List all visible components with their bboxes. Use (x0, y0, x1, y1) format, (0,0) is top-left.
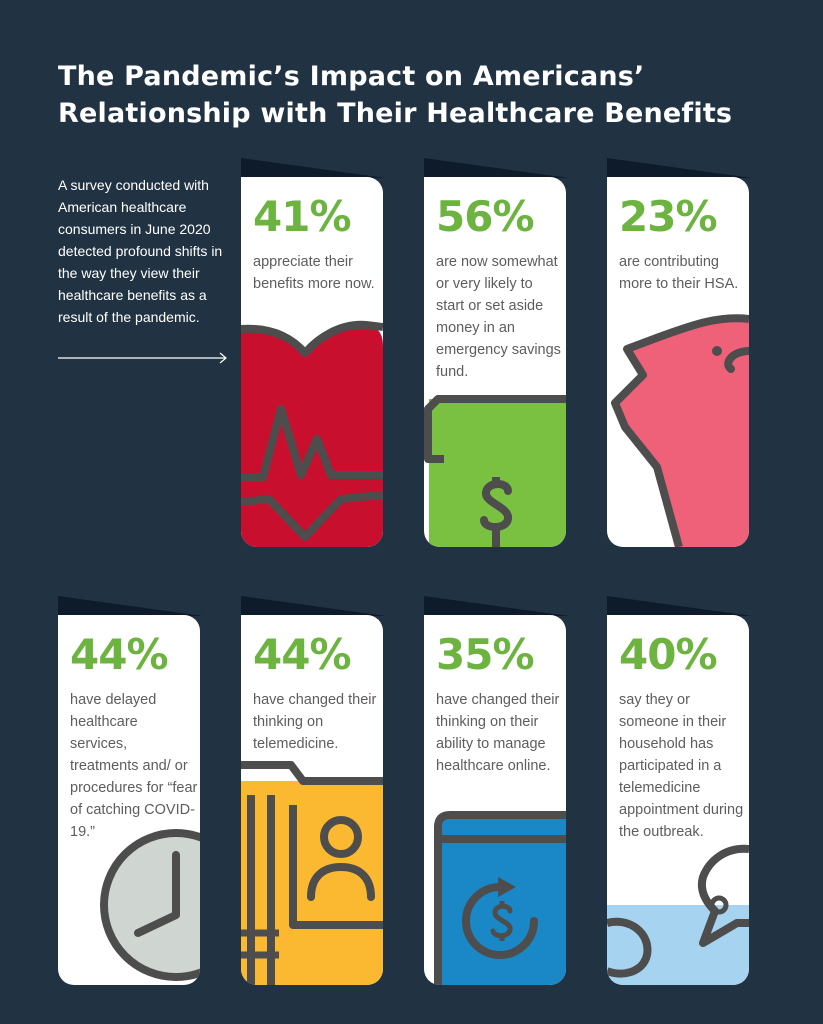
stat-description: are now somewhat or very likely to start… (436, 254, 561, 380)
stat-card-appreciate-benefits: 41% appreciate their benefits more now. (241, 177, 383, 547)
stat-card-emergency-savings: 56% are now somewhat or very likely to s… (424, 177, 566, 547)
stat-card-delayed-care: 44% have delayed healthcare services, tr… (58, 615, 200, 985)
medical-folder-icon (241, 761, 383, 985)
stat-percent: 44% (253, 630, 352, 679)
card-top-wedge (424, 596, 569, 616)
card-top-wedge (607, 158, 752, 178)
stat-percent: 23% (619, 192, 718, 241)
title-line-1: The Pandemic’s Impact on Americans’ (58, 61, 645, 92)
clock-icon (100, 829, 200, 981)
card-top-wedge (58, 596, 203, 616)
stat-card-telemedicine-appointment: 40% say they or someone in their househo… (607, 615, 749, 985)
stat-description: have delayed healthcare services, treatm… (70, 692, 198, 840)
heart-icon (241, 320, 383, 547)
stat-description: say they or someone in their household h… (619, 692, 744, 840)
stat-percent: 35% (436, 630, 535, 679)
stat-card-manage-online: 35% have changed their thinking on their… (424, 615, 566, 985)
chat-bubble-icon (607, 844, 749, 985)
card-top-wedge (424, 158, 569, 178)
stat-card-telemedicine-thinking: 44% have changed their thinking on telem… (241, 615, 383, 985)
stat-percent: 40% (619, 630, 718, 679)
stat-percent: 56% (436, 192, 535, 241)
stat-description: have changed their thinking on their abi… (436, 692, 560, 774)
wallet-icon (424, 395, 566, 547)
arrow-right-icon (58, 352, 227, 364)
stat-description: are contributing more to their HSA. (619, 254, 739, 292)
stat-description: appreciate their benefits more now. (253, 254, 375, 292)
title-line-2: Relationship with Their Healthcare Benef… (58, 98, 733, 129)
stat-percent: 44% (70, 630, 169, 679)
stat-description: have changed their thinking on telemedic… (253, 692, 377, 752)
stat-percent: 41% (253, 192, 352, 241)
stat-card-hsa-contributions: 23% are contributing more to their HSA. (607, 177, 749, 547)
intro-text: A survey conducted with American healthc… (58, 177, 223, 325)
piggy-bank-icon (611, 314, 749, 547)
page-title: The Pandemic’s Impact on Americans’ Rela… (58, 58, 758, 132)
tablet-dollar-icon (434, 811, 566, 985)
card-top-wedge (607, 596, 752, 616)
card-top-wedge (241, 158, 386, 178)
card-top-wedge (241, 596, 386, 616)
